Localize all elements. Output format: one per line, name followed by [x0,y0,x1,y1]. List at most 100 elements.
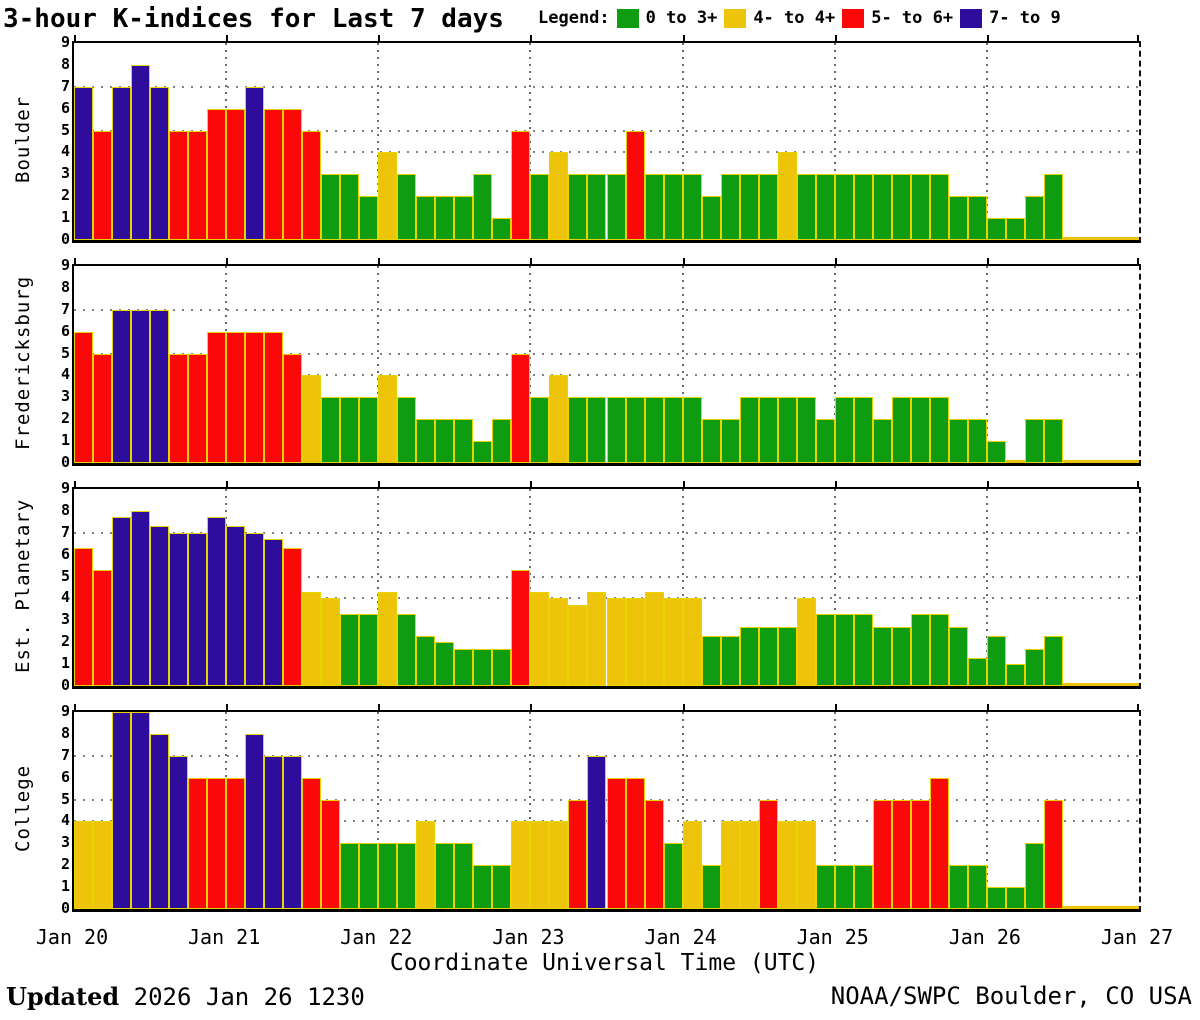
k-index-bar [226,526,246,686]
k-index-bar [264,108,284,240]
day-tick [226,704,229,712]
k-index-bar [910,174,930,240]
k-index-bar [454,196,474,240]
k-index-bar [416,635,436,686]
k-index-bar [473,174,493,240]
k-index-bar [1081,683,1101,686]
k-index-bar [587,397,607,463]
x-tick-label: Jan 27 [1100,925,1174,949]
y-tick-label: 8 [60,54,70,73]
k-index-bar [188,532,208,686]
panel-fredericksburg: Fredericksburg 0 1 2 3 4 5 6 7 8 9 [0,257,1200,471]
k-index-bar [853,397,873,463]
k-index-bar [207,108,227,240]
k-index-bar [492,865,512,909]
k-index-bar [150,526,170,686]
k-index-bar [1100,906,1120,909]
y-tick-label: 4 [60,588,70,607]
k-index-bar [891,799,911,909]
gridline-y5 [74,352,1139,355]
k-index-bar [1005,887,1025,909]
y-tick-label: 7 [60,522,70,541]
y-tick-label: 3 [60,164,70,183]
k-index-bar [1024,648,1044,686]
gridline-y7 [74,308,1139,311]
gridline-y5 [74,575,1139,578]
k-index-bar [397,397,417,463]
day-tick [530,35,533,43]
day-tick [378,481,381,489]
k-index-bar [549,375,569,463]
k-index-bar [283,755,303,909]
k-index-bar [1119,906,1139,909]
k-index-bar [188,130,208,240]
k-index-bar [587,174,607,240]
y-tick-label: 1 [60,654,70,673]
k-index-bar [758,799,778,909]
k-index-bar [625,397,645,463]
gridline-day-3 [529,266,532,463]
k-index-bar [530,397,550,463]
k-index-bar [359,196,379,240]
gridline-day-2 [377,712,380,909]
legend-label: Legend: [538,8,610,28]
k-index-bar [739,174,759,240]
k-index-bar [378,375,398,463]
day-tick [1137,704,1139,712]
k-index-bar [891,626,911,686]
x-tick-label: Jan 22 [340,925,413,949]
gridline-day-6 [985,43,988,240]
day-tick [682,481,685,489]
k-index-bar [967,196,987,240]
k-index-bar [207,331,227,463]
k-index-bar [340,174,360,240]
credit-text: NOAA/SWPC Boulder, CO USA [830,982,1192,1010]
k-index-bar [435,196,455,240]
k-index-bar [454,843,474,909]
k-index-bar [777,821,797,909]
day-tick [226,481,229,489]
y-tick-label: 9 [60,33,70,51]
k-index-bar [302,777,322,909]
gridline-day-3 [529,712,532,909]
day-tick [378,258,381,266]
y-tick-label: 6 [60,321,70,340]
k-index-bar [891,174,911,240]
k-index-bar [568,605,588,686]
k-index-bar [720,419,740,463]
day-tick [226,35,229,43]
k-index-bar [625,598,645,686]
gridline-day-6 [985,489,988,686]
k-index-bar [929,777,949,909]
k-index-bar [264,331,284,463]
k-index-bar [1043,174,1063,240]
k-index-bar [568,799,588,909]
k-index-bar [340,397,360,463]
k-index-bar [93,821,113,909]
k-index-bar [606,777,626,909]
k-index-bar [568,174,588,240]
k-index-bar [359,843,379,909]
k-index-bar [720,174,740,240]
k-index-bar [131,309,151,463]
y-tick-label: 7 [60,76,70,95]
k-index-bar [986,218,1006,240]
day-tick [834,35,837,43]
y-tick-label: 7 [60,745,70,764]
k-index-bar [74,821,94,909]
k-index-bar [568,397,588,463]
k-index-bar [74,86,94,240]
k-index-bar [777,152,797,240]
day-tick [682,35,685,43]
k-index-bar [815,174,835,240]
k-index-bar [606,174,626,240]
k-index-bar [682,598,702,686]
k-index-bar [150,86,170,240]
k-index-bar [1043,635,1063,686]
k-index-bar [112,309,132,463]
k-index-bar [1043,419,1063,463]
k-index-bar [777,626,797,686]
k-index-bar [1081,237,1101,240]
y-tick-label: 4 [60,365,70,384]
legend-swatch-2 [842,8,865,28]
